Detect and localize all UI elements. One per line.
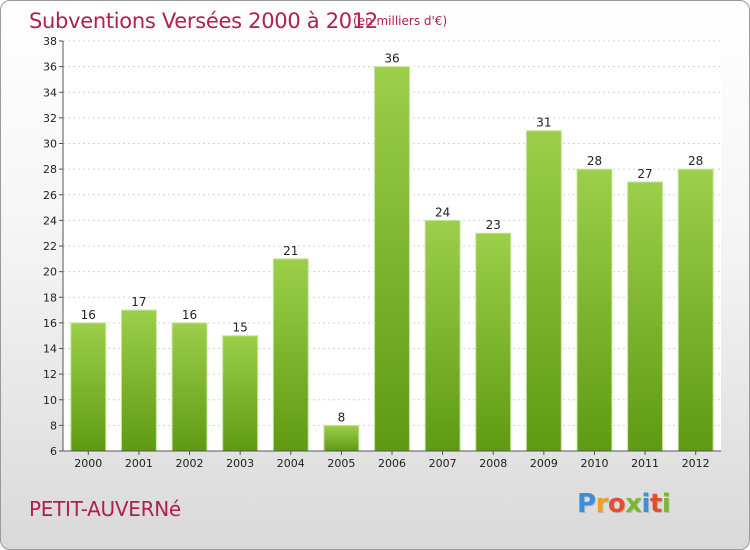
y-tick-label: 22 (43, 240, 57, 253)
logo-letter: t (649, 489, 662, 519)
x-tick-label: 2011 (631, 457, 659, 470)
y-tick-label: 38 (43, 35, 57, 48)
bar (171, 322, 208, 452)
y-tick-label: 12 (43, 368, 57, 381)
data-label: 28 (587, 154, 602, 168)
data-label: 21 (283, 244, 298, 258)
y-tick-label: 20 (43, 266, 57, 279)
data-label: 36 (384, 52, 399, 66)
data-label: 15 (233, 321, 248, 335)
x-tick-label: 2010 (580, 457, 608, 470)
labels: 16 17 16 15 21 8 36 24 23 31 28 27 28 (81, 52, 704, 425)
bar (70, 322, 107, 452)
commune-name: PETIT-AUVERNé (29, 497, 181, 521)
data-label: 24 (435, 205, 450, 219)
x-tick-label: 2008 (479, 457, 507, 470)
y-tick-label: 36 (43, 61, 57, 74)
logo-letter: P (577, 489, 596, 519)
proxiti-logo: Proxiti (577, 489, 671, 519)
y-tick-label: 26 (43, 189, 57, 202)
y-tick-label: 24 (43, 214, 57, 227)
x-tick-label: 2000 (74, 457, 102, 470)
bar (424, 219, 461, 452)
bar (272, 258, 309, 452)
x-tick-label: 2002 (176, 457, 204, 470)
data-label: 17 (131, 295, 146, 309)
x-tick-label: 2006 (378, 457, 406, 470)
bars (70, 66, 714, 452)
y-tick-label: 10 (43, 394, 57, 407)
data-label: 27 (637, 167, 652, 181)
bar (525, 130, 562, 452)
axes: 6 8 10 12 14 16 18 20 22 24 26 28 30 32 34 36 38 2000 2001… (43, 35, 721, 470)
chart-title: Subventions Versées 2000 à 2012 (29, 9, 378, 33)
logo-letter: x (625, 489, 642, 519)
bar (627, 181, 664, 452)
bar (475, 232, 512, 452)
bar (323, 424, 360, 452)
bar (374, 66, 410, 452)
bar (576, 168, 613, 452)
y-tick-label: 28 (43, 163, 57, 176)
y-tick-label: 16 (43, 317, 57, 330)
x-tick-label: 2001 (125, 457, 153, 470)
data-label: 16 (182, 308, 197, 322)
x-tick-label: 2005 (327, 457, 355, 470)
data-label: 16 (81, 308, 96, 322)
data-label: 23 (486, 218, 501, 232)
x-tick-label: 2007 (429, 457, 457, 470)
bar (120, 309, 157, 452)
x-tick-label: 2009 (530, 457, 558, 470)
y-tick-label: 34 (43, 86, 57, 99)
logo-letter: i (661, 489, 671, 519)
y-tick-label: 30 (43, 138, 57, 151)
y-tick-label: 32 (43, 112, 57, 125)
logo-letter: i (641, 489, 651, 519)
y-tick-label: 18 (43, 291, 57, 304)
data-label: 31 (536, 116, 551, 130)
x-tick-label: 2004 (277, 457, 305, 470)
logo-letter: o (607, 489, 626, 519)
y-tick-label: 8 (50, 419, 57, 432)
x-tick-label: 2003 (226, 457, 254, 470)
logo-letter: r (595, 489, 609, 519)
bar (677, 168, 714, 452)
y-tick-label: 14 (43, 343, 57, 356)
x-tick-label: 2012 (682, 457, 710, 470)
data-label: 8 (338, 410, 346, 424)
y-tick-label: 6 (50, 445, 57, 458)
chart-subtitle: (en milliers d'€) (353, 14, 448, 28)
bar (222, 335, 259, 452)
data-label: 28 (688, 154, 703, 168)
